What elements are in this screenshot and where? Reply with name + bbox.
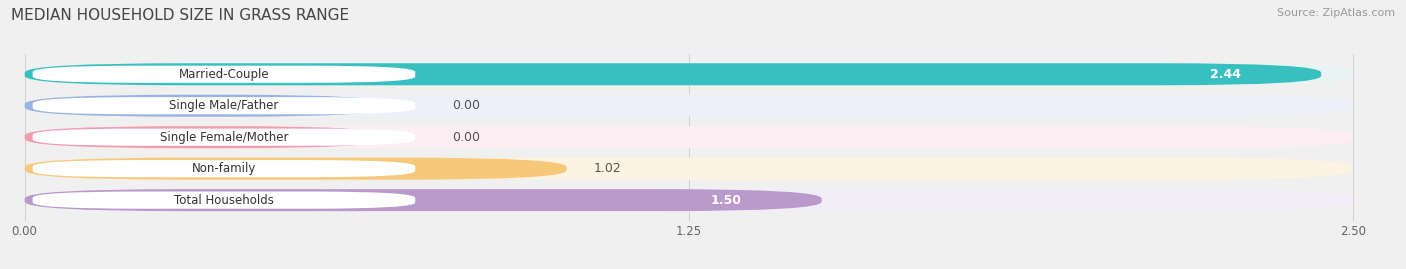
Text: 0.00: 0.00: [453, 131, 481, 144]
Text: Single Female/Mother: Single Female/Mother: [160, 131, 288, 144]
Text: Married-Couple: Married-Couple: [179, 68, 270, 81]
FancyBboxPatch shape: [25, 158, 1353, 180]
FancyBboxPatch shape: [32, 66, 415, 83]
FancyBboxPatch shape: [32, 160, 415, 177]
FancyBboxPatch shape: [32, 97, 415, 114]
FancyBboxPatch shape: [25, 95, 388, 117]
Text: 2.44: 2.44: [1211, 68, 1241, 81]
Text: Single Male/Father: Single Male/Father: [169, 99, 278, 112]
FancyBboxPatch shape: [25, 63, 1353, 85]
FancyBboxPatch shape: [25, 126, 1353, 148]
Text: 1.02: 1.02: [593, 162, 621, 175]
FancyBboxPatch shape: [651, 193, 800, 207]
FancyBboxPatch shape: [25, 189, 1353, 211]
Text: MEDIAN HOUSEHOLD SIZE IN GRASS RANGE: MEDIAN HOUSEHOLD SIZE IN GRASS RANGE: [11, 8, 349, 23]
Text: 1.50: 1.50: [710, 194, 741, 207]
FancyBboxPatch shape: [25, 158, 567, 180]
Text: Non-family: Non-family: [191, 162, 256, 175]
FancyBboxPatch shape: [32, 129, 415, 146]
FancyBboxPatch shape: [25, 95, 1353, 117]
FancyBboxPatch shape: [32, 192, 415, 209]
Text: Total Households: Total Households: [174, 194, 274, 207]
FancyBboxPatch shape: [25, 126, 388, 148]
Text: Source: ZipAtlas.com: Source: ZipAtlas.com: [1277, 8, 1395, 18]
Text: 0.00: 0.00: [453, 99, 481, 112]
FancyBboxPatch shape: [25, 63, 1322, 85]
FancyBboxPatch shape: [1152, 67, 1301, 82]
FancyBboxPatch shape: [25, 189, 821, 211]
